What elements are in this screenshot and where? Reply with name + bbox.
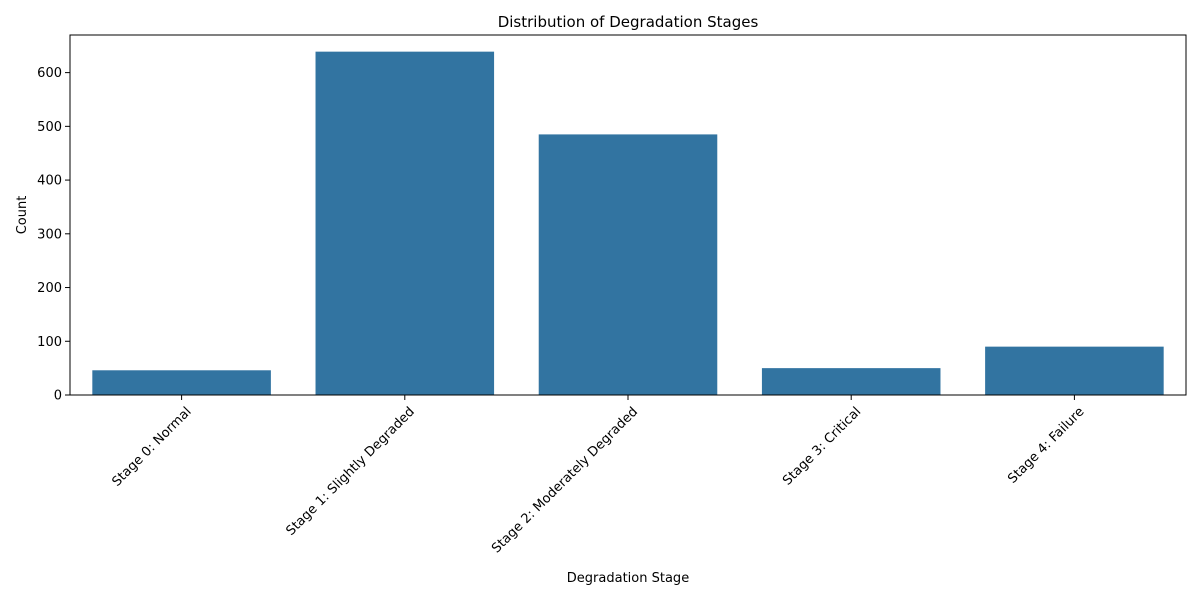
bar-3	[761, 368, 941, 395]
x-tick-label-1: Stage 1: Slightly Degraded	[283, 404, 417, 538]
bar-2	[538, 134, 718, 395]
x-axis-label: Degradation Stage	[567, 571, 689, 586]
y-tick-label-2: 200	[37, 281, 62, 296]
y-tick-label-3: 300	[37, 227, 62, 242]
x-ticks: Stage 0: Normal Stage 1: Slightly Degrade…	[109, 395, 1087, 556]
x-tick-label-0: Stage 0: Normal	[109, 404, 194, 489]
y-tick-label-5: 500	[37, 120, 62, 135]
y-axis-label: Count	[15, 196, 30, 235]
bar-1	[315, 51, 495, 396]
y-tick-label-0: 0	[54, 389, 62, 404]
x-tick-label-3: Stage 3: Critical	[780, 404, 864, 488]
x-tick-label-2: Stage 2: Moderately Degraded	[489, 404, 641, 556]
y-tick-label-1: 100	[37, 335, 62, 350]
y-ticks: 0 100 200 300 400 500 600	[37, 66, 70, 404]
bar-0	[92, 370, 271, 395]
y-tick-label-6: 600	[37, 66, 62, 81]
bar-4	[985, 346, 1164, 395]
y-tick-label-4: 400	[37, 174, 62, 189]
chart-title: Distribution of Degradation Stages	[498, 13, 759, 31]
bars-layer	[92, 51, 1164, 396]
x-tick-label-4: Stage 4: Failure	[1005, 404, 1087, 486]
